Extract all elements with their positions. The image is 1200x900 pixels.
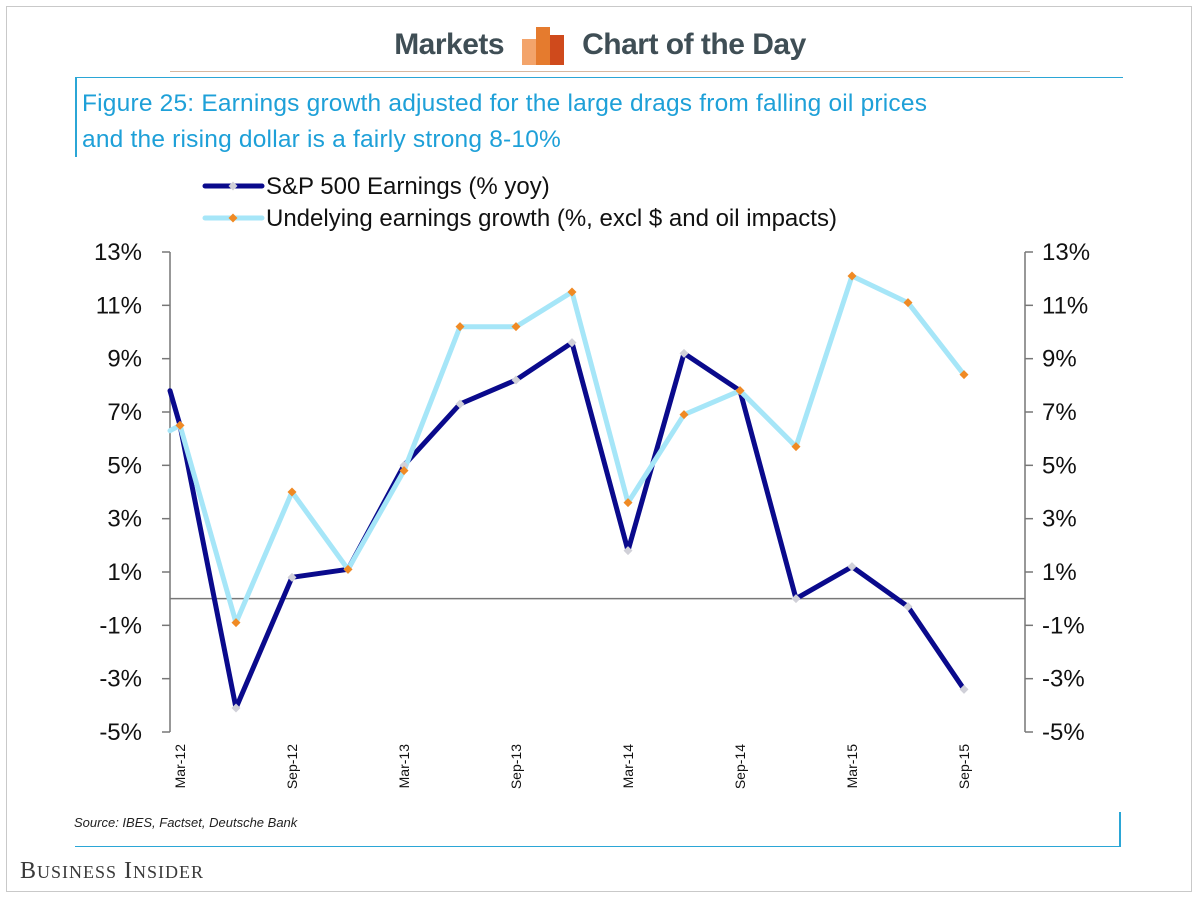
chart-legend: S&P 500 Earnings (% yoy) Undelying earnin… [202, 173, 837, 232]
series-2-point [231, 618, 241, 628]
right-y-tick-label: 7% [1042, 399, 1077, 426]
left-y-tick-label: -5% [99, 719, 142, 746]
outer-frame [6, 6, 1192, 892]
series-1-point [231, 703, 241, 713]
x-tick-label: Mar-13 [396, 744, 412, 789]
series-2-point [791, 442, 801, 452]
chart-of-the-day-header: Markets Chart of the Day [0, 22, 1200, 68]
series-1-point [791, 594, 801, 604]
right-y-tick-label: 1% [1042, 559, 1077, 586]
right-y-tick-label: 11% [1042, 292, 1088, 319]
right-y-tick-label: -1% [1042, 612, 1085, 639]
legend-label-2: Undelying earnings growth (%, excl $ and… [266, 205, 837, 232]
series-1-point [287, 572, 297, 582]
x-tick-label: Sep-15 [956, 744, 972, 789]
bar-chart-logo-icon [522, 27, 565, 65]
chart-series [167, 271, 969, 713]
series-1-point [399, 460, 409, 470]
left-y-tick-label: 11% [96, 292, 142, 319]
legend-marker-1 [228, 181, 238, 191]
right-y-tick-label: 3% [1042, 506, 1077, 533]
x-tick-label: Sep-12 [284, 744, 300, 789]
series-2-point [343, 564, 353, 574]
x-tick-label: Mar-14 [620, 744, 636, 789]
legend-label-1: S&P 500 Earnings (% yoy) [266, 173, 550, 200]
header-divider [170, 71, 1030, 72]
series-2-point [847, 271, 857, 281]
x-tick-label: Mar-12 [172, 744, 188, 789]
x-tick-label: Sep-13 [508, 744, 524, 789]
series-1-point [903, 602, 913, 612]
series-line-1 [167, 340, 967, 711]
series-2-point [623, 498, 633, 508]
header-markets-label: Markets [394, 28, 505, 61]
series-2-point [903, 298, 913, 308]
series-1-point [847, 562, 857, 572]
series-2-point [175, 420, 185, 430]
figure-title: Figure 25: Earnings growth adjusted for … [82, 86, 1122, 158]
series-2-point [287, 487, 297, 497]
right-y-tick-label: -5% [1042, 719, 1085, 746]
series-1-point [455, 399, 465, 409]
left-y-tick-label: 7% [107, 399, 142, 426]
left-y-tick-label: -1% [99, 612, 142, 639]
left-y-tick-label: 5% [107, 452, 142, 479]
series-1-point [567, 338, 577, 348]
right-y-tick-label: -3% [1042, 666, 1085, 693]
x-tick-label: Sep-14 [732, 744, 748, 789]
series-2-point [399, 466, 409, 476]
series-2-point [735, 386, 745, 396]
left-y-tick-label: 3% [107, 506, 142, 533]
series-2-point [959, 370, 969, 380]
right-y-tick-label: 9% [1042, 346, 1077, 373]
title-bracket [75, 77, 1123, 157]
series-1-point [623, 546, 633, 556]
series-2-point [679, 410, 689, 420]
source-bracket [75, 812, 1121, 847]
left-y-tick-label: 9% [107, 346, 142, 373]
chart-axes: 13% 13% 11% 11% 9% 9% 7% 7% 5% 5% 3% 3% 1% 1% -1% -1% -3… [94, 239, 1090, 789]
series-2-point [567, 287, 577, 297]
series-line-2 [167, 273, 967, 626]
left-y-tick-label: -3% [99, 666, 142, 693]
series-1-point [511, 375, 521, 385]
right-y-tick-label: 5% [1042, 452, 1077, 479]
series-1-point [679, 348, 689, 358]
source-note: Source: IBES, Factset, Deutsche Bank [74, 815, 298, 830]
series-2-point [511, 322, 521, 332]
left-y-tick-label: 1% [107, 559, 142, 586]
business-insider-logo: BUSINESS INSIDER [20, 858, 205, 884]
series-1-point [959, 684, 969, 694]
left-y-tick-label: 13% [94, 239, 142, 266]
figure-title-line-1: Figure 25: Earnings growth adjusted for … [82, 90, 928, 117]
x-tick-label: Mar-15 [844, 744, 860, 789]
right-y-tick-label: 13% [1042, 239, 1090, 266]
legend-marker-2 [228, 213, 238, 223]
figure-title-line-2: and the rising dollar is a fairly strong… [82, 126, 562, 153]
series-2-point [455, 322, 465, 332]
header-chart-of-the-day-label: Chart of the Day [582, 28, 806, 61]
